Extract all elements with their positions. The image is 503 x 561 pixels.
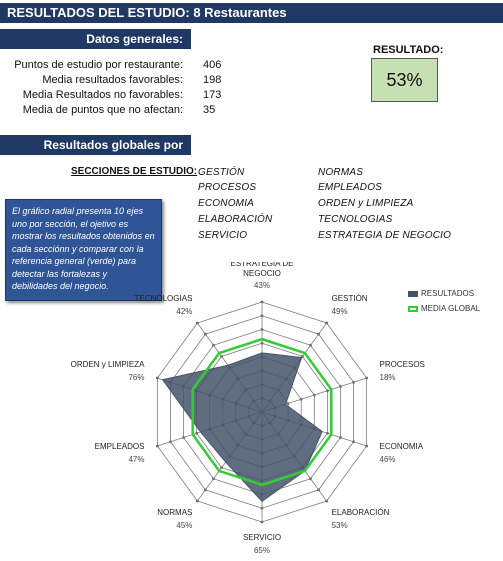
axis-label: NORMAS	[157, 508, 192, 517]
section-item: GESTIÓN	[198, 167, 245, 178]
axis-label: PROCESOS	[380, 360, 425, 369]
stat-value-points: 406	[203, 59, 222, 71]
axis-label: GESTIÓN	[332, 294, 368, 303]
section-item: EMPLEADOS	[318, 182, 383, 193]
section-item: ECONOMIA	[198, 198, 255, 209]
stat-label-points: Puntos de estudio por restaurante:	[14, 59, 183, 71]
axis-label: ECONOMIA	[380, 442, 424, 451]
axis-label: TECNOLOGIAS	[135, 294, 193, 303]
axis-value-label: 53%	[332, 521, 348, 530]
section-item: ORDEN y LIMPIEZA	[318, 198, 414, 209]
section-item: TECNOLOGIAS	[318, 214, 393, 225]
axis-value-label: 49%	[332, 307, 348, 316]
section-item: ELABORACIÓN	[198, 214, 273, 225]
section-item: SERVICIO	[198, 230, 248, 241]
series-average-line	[191, 337, 333, 487]
axis-value-label: 47%	[128, 455, 144, 464]
axis-value-label: 43%	[254, 281, 270, 290]
axis-label: ORDEN y LIMPIEZA	[71, 360, 145, 369]
legend-swatch-results	[408, 290, 418, 297]
stat-label-favorable: Media resultados favorables:	[42, 74, 183, 86]
axis-label: ELABORACIÓN	[332, 508, 390, 517]
section-item: ESTRATEGIA DE NEGOCIO	[318, 230, 452, 241]
axis-value-label: 46%	[380, 455, 396, 464]
axis-label: ESTRATEGIA DE NEGOCIO	[231, 262, 294, 278]
section-item: NORMAS	[318, 167, 364, 178]
axis-label: EMPLEADOS	[95, 442, 145, 451]
stat-value-favorable: 198	[203, 74, 222, 86]
series-results-area	[161, 352, 323, 503]
info-box: El gráfico radial presenta 10 ejes uno p…	[5, 199, 162, 301]
radar-chart: ESTRATEGIA DE NEGOCIO 43% GESTIÓN 49% PROCESO…	[71, 262, 425, 555]
axis-label: SERVICIO	[243, 533, 281, 542]
global-results-heading: Resultados globales por sección:	[0, 135, 191, 172]
section-item: PROCESOS	[198, 182, 257, 193]
axis-value-label: 42%	[176, 307, 192, 316]
sections-label: SECCIONES DE ESTUDIO:	[71, 166, 198, 177]
stat-label-unfavorable: Media Resultados no favorables:	[22, 89, 183, 101]
result-label: RESULTADO:	[373, 44, 444, 56]
legend-label-results: RESULTADOS	[421, 289, 475, 298]
legend-label-average: MEDIA GLOBAL	[421, 304, 481, 313]
axis-value-label: 76%	[128, 373, 144, 382]
page-title: RESULTADOS DEL ESTUDIO: 8 Restaurantes	[0, 3, 503, 23]
stat-label-neutral: Media de puntos que no afectan:	[22, 104, 183, 116]
stat-value-neutral: 35	[203, 104, 216, 116]
legend-swatch-average	[408, 305, 418, 312]
axis-value-label: 65%	[254, 546, 270, 555]
stat-value-unfavorable: 173	[203, 89, 222, 101]
general-data-heading: Datos generales:	[0, 29, 191, 49]
result-value: 53%	[371, 58, 438, 102]
legend-average: MEDIA GLOBAL	[408, 304, 480, 313]
axis-value-label: 45%	[176, 521, 192, 530]
axis-value-label: 18%	[380, 373, 396, 382]
legend-results: RESULTADOS	[408, 289, 474, 298]
